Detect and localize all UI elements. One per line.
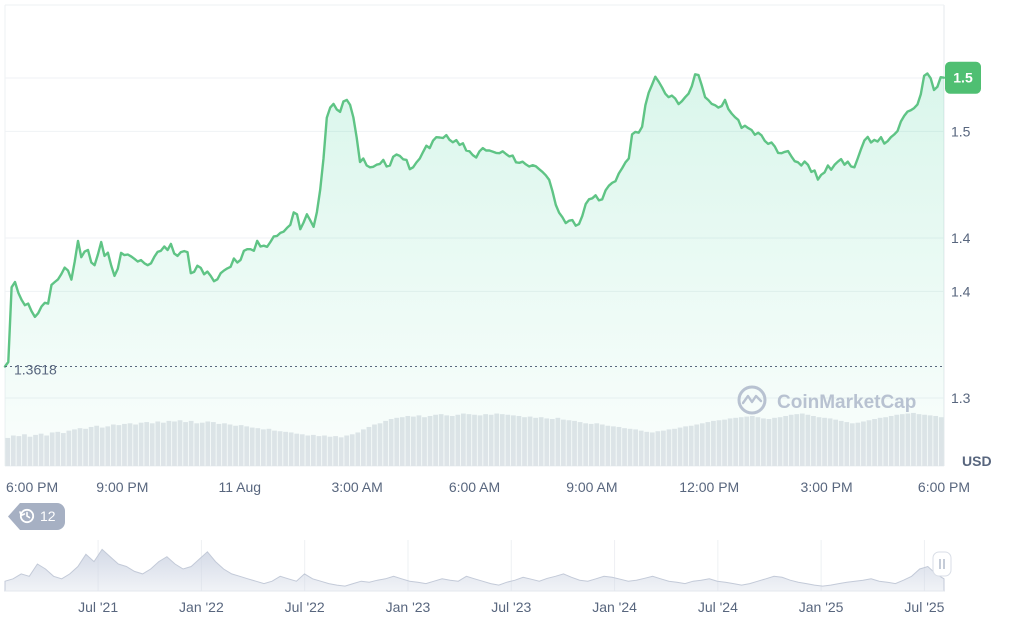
x-tick-label: 6:00 PM (6, 479, 58, 495)
events-badge-count: 12 (40, 508, 56, 524)
navigator-x-tick-label: Jul '24 (698, 599, 738, 615)
coinmarketcap-logo-wave (741, 394, 763, 405)
events-badge[interactable]: 12 (8, 503, 65, 530)
current-price-tag: 1.5 (945, 61, 981, 94)
y-axis: 1.5 1.5 1.4 1.4 1.3 (951, 70, 971, 406)
y-tick-label: 1.5 (951, 123, 971, 139)
navigator-x-tick-label: Jul '25 (904, 599, 944, 615)
currency-unit-label: USD (962, 453, 992, 469)
watermark-text: CoinMarketCap (777, 392, 916, 413)
x-tick-label: 6:00 PM (918, 479, 970, 495)
navigator-x-tick-label: Jul '23 (491, 599, 531, 615)
y-tick-label: 1.4 (951, 230, 971, 246)
events-badge-bg (8, 503, 65, 530)
price-tag-box (945, 61, 981, 94)
price-tag-value: 1.5 (953, 70, 973, 86)
open-price-label: 1.3618 (14, 362, 57, 378)
y-tick-label: 1.4 (951, 283, 971, 299)
navigator-handle[interactable] (932, 551, 952, 577)
x-tick-label: 9:00 AM (566, 479, 617, 495)
y-tick-label: 1.3 (951, 390, 971, 406)
x-tick-label: 6:00 AM (449, 479, 500, 495)
price-line[interactable] (3, 72, 946, 368)
navigator-x-tick-label: Jul '21 (78, 599, 118, 615)
history-icon (19, 508, 35, 524)
coinmarketcap-logo-icon (737, 385, 767, 415)
navigator-x-axis: Jul '21 Jan '22 Jul '22 Jan '23 Jul '23 Jan '… (78, 599, 945, 615)
x-tick-label: 3:00 PM (801, 479, 853, 495)
watermark: CoinMarketCap (737, 385, 916, 415)
x-tick-label: 9:00 PM (96, 479, 148, 495)
navigator-x-tick-label: Jan '25 (799, 599, 844, 615)
x-axis: 6:00 PM 9:00 PM 11 Aug 3:00 AM 6:00 AM 9:00 A… (6, 479, 970, 495)
navigator[interactable]: Jul '21 Jan '22 Jul '22 Jan '23 Jul '23 Jan '… (4, 540, 952, 615)
navigator-area (4, 548, 945, 592)
navigator-x-tick-label: Jul '22 (285, 599, 325, 615)
price-area (5, 73, 944, 466)
x-tick-label: 12:00 PM (679, 479, 739, 495)
navigator-x-tick-label: Jan '23 (386, 599, 431, 615)
x-tick-label: 11 Aug (218, 479, 261, 495)
navigator-x-tick-label: Jan '24 (592, 599, 637, 615)
navigator-x-tick-label: Jan '22 (179, 599, 224, 615)
x-tick-label: 3:00 AM (331, 479, 382, 495)
